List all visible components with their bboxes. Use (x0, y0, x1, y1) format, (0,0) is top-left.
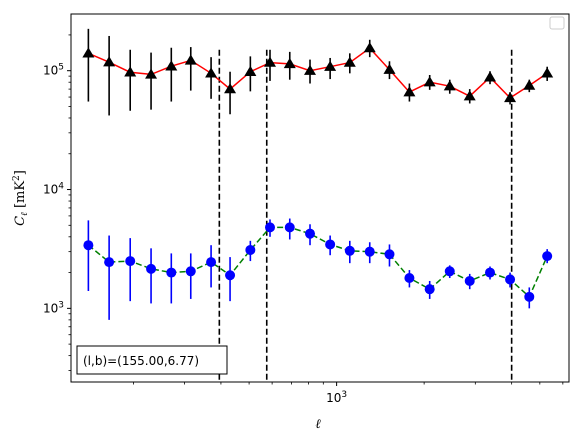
data-point (524, 291, 535, 302)
data-point (383, 63, 396, 74)
series-line (87, 226, 548, 299)
legend-box (549, 16, 565, 30)
data-point (305, 228, 316, 239)
data-point (263, 56, 276, 67)
data-point (363, 42, 376, 53)
data-point (542, 251, 553, 262)
data-point (166, 267, 177, 278)
annotation-box: (l,b)=(155.00,6.77) (76, 345, 228, 375)
data-point (125, 256, 136, 267)
data-point (463, 90, 476, 101)
data-point (384, 249, 395, 260)
data-point (464, 275, 475, 286)
data-point (283, 57, 296, 69)
data-point (103, 56, 116, 67)
data-point (304, 64, 317, 75)
data-point (124, 66, 137, 77)
y-tick-label: 104 (43, 182, 64, 197)
major-ticks (67, 70, 338, 386)
data-point (424, 284, 435, 295)
data-point (244, 65, 257, 76)
y-tick-label: 103 (43, 300, 64, 315)
data-point (343, 56, 356, 67)
data-point (82, 47, 95, 58)
y-axis-label: Cℓ [mK2] (12, 170, 30, 226)
data-point (443, 80, 456, 91)
data-point (523, 79, 536, 90)
series-circles (83, 218, 553, 320)
data-point (505, 274, 516, 285)
data-point (146, 263, 157, 274)
data-point (324, 60, 337, 71)
data-point (485, 267, 496, 278)
data-point (184, 54, 197, 65)
series-triangles (82, 28, 554, 116)
data-point (504, 91, 517, 103)
plot-frame (70, 13, 570, 383)
data-point (165, 60, 178, 71)
vertical-reference-lines (218, 49, 513, 382)
tick-labels: 103 103 104 105 (43, 63, 347, 405)
data-point (225, 270, 236, 281)
data-point (104, 257, 115, 268)
data-point (423, 76, 436, 87)
minor-ticks (68, 34, 564, 385)
series-layer (82, 28, 554, 320)
data-point (284, 222, 295, 233)
data-point (344, 245, 355, 256)
data-point (206, 257, 217, 268)
data-point (224, 83, 237, 94)
y-tick-label: 105 (43, 63, 64, 78)
data-point (364, 246, 375, 257)
data-point (444, 266, 455, 277)
data-point (325, 239, 336, 250)
data-point (185, 266, 196, 277)
x-axis-label: ℓ (315, 417, 321, 432)
data-point (205, 67, 218, 78)
data-point (541, 67, 554, 78)
x-tick-label: 103 (326, 390, 347, 405)
annotation-text: (l,b)=(155.00,6.77) (83, 354, 199, 368)
data-point (484, 71, 497, 82)
data-point (404, 273, 415, 284)
series-line (88, 47, 548, 99)
data-point (83, 240, 94, 251)
data-point (245, 244, 256, 255)
data-point (264, 222, 275, 233)
data-point (403, 86, 416, 97)
data-point (145, 68, 158, 79)
